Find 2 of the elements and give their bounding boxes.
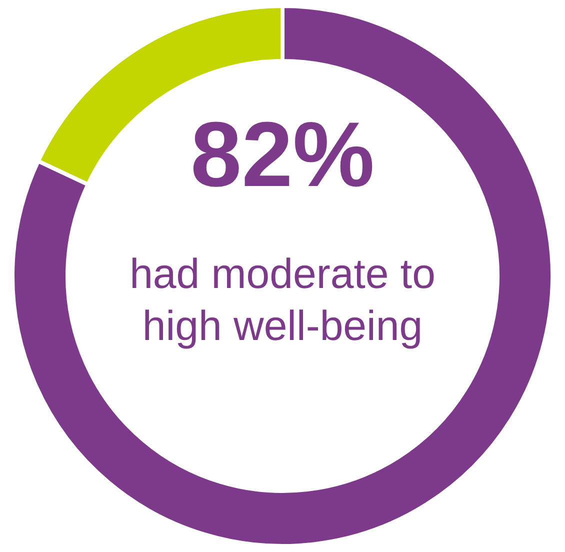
text: 82%: [190, 104, 375, 206]
text: had moderate to high well-being: [130, 250, 436, 349]
